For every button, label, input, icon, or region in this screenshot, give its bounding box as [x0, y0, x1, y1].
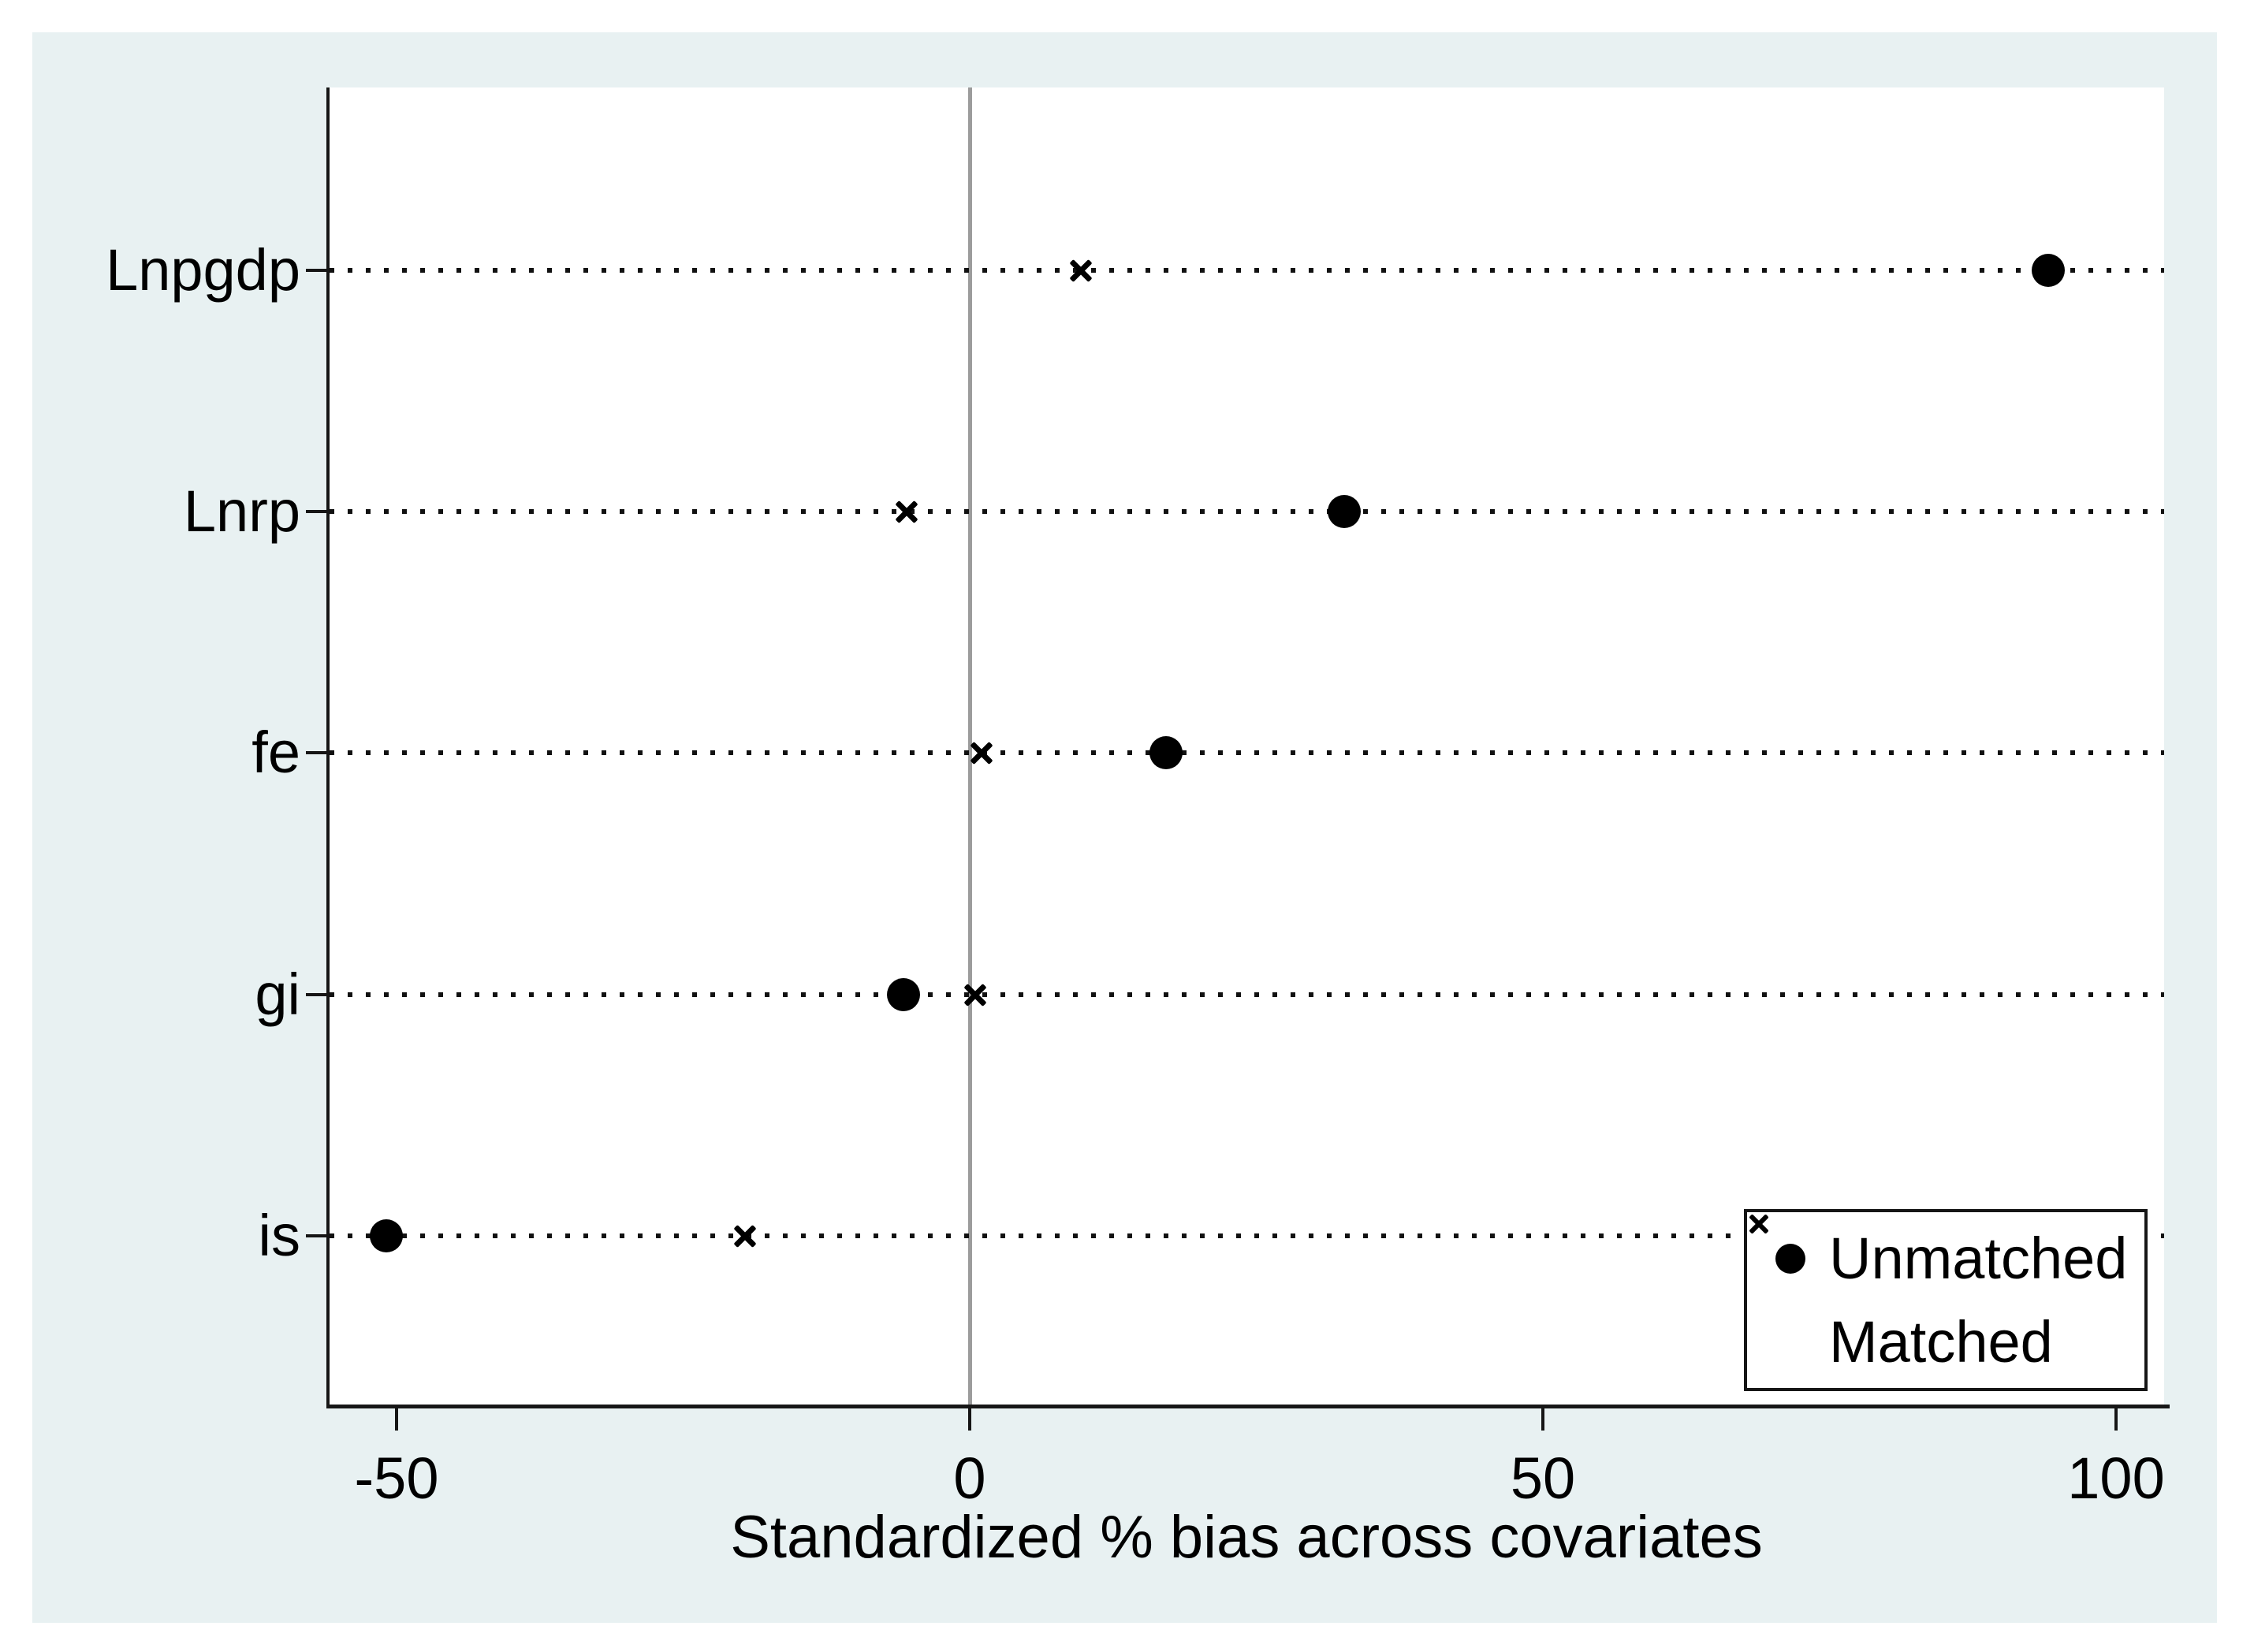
x-tick-label-0: 0: [953, 1446, 986, 1511]
legend-label-matched: Matched: [1829, 1308, 2053, 1375]
figure-canvas: Lnpgdp Lnrp fe gi is -50 0 50 100 Standardized %…: [32, 32, 2217, 1623]
unmatched-marker-Lnrp: [1328, 495, 1362, 528]
matched-x-icon: [1779, 1330, 1802, 1354]
unmatched-marker-is: [369, 1219, 403, 1252]
x-tick--50: [395, 1408, 398, 1431]
y-axis-line: [326, 87, 330, 1408]
y-tick-is: [306, 1234, 328, 1237]
y-label-is: is: [258, 1203, 300, 1268]
unmatched-marker-Lnpgdp: [2032, 254, 2066, 287]
grid-line-Lnrp: [330, 509, 2164, 514]
y-label-Lnpgdp: Lnpgdp: [106, 237, 300, 303]
matched-marker-is: [732, 1222, 758, 1249]
x-tick-label-50: 50: [1510, 1446, 1576, 1511]
matched-marker-Lnpgdp: [1067, 257, 1094, 284]
x-tick-label-100: 100: [2067, 1446, 2165, 1511]
y-tick-Lnpgdp: [306, 269, 328, 272]
x-tick-0: [968, 1408, 971, 1431]
x-axis-line: [326, 1405, 2170, 1408]
y-tick-gi: [306, 993, 328, 996]
plot-area: [330, 87, 2164, 1405]
x-tick-100: [2114, 1408, 2118, 1431]
unmatched-marker-fe: [1149, 736, 1183, 769]
matched-marker-fe: [968, 739, 995, 766]
unmatched-circle-icon: [1775, 1243, 1805, 1274]
grid-line-is: [330, 1233, 2164, 1238]
grid-line-Lnpgdp: [330, 268, 2164, 273]
legend-label-unmatched: Unmatched: [1829, 1225, 2128, 1291]
y-tick-fe: [306, 751, 328, 754]
x-tick-50: [1541, 1408, 1544, 1431]
legend-item-matched: Matched: [1769, 1304, 2144, 1380]
legend-item-unmatched: Unmatched: [1769, 1221, 2144, 1297]
matched-marker-Lnrp: [893, 498, 920, 525]
matched-marker-gi: [962, 981, 989, 1008]
y-label-Lnrp: Lnrp: [183, 478, 300, 544]
x-axis-title: Standardized % bias across covariates: [730, 1504, 1763, 1571]
y-label-fe: fe: [251, 720, 300, 785]
unmatched-marker-gi: [886, 978, 920, 1011]
grid-line-fe: [330, 750, 2164, 755]
y-label-gi: gi: [255, 962, 300, 1027]
y-tick-Lnrp: [306, 510, 328, 513]
x-tick-label--50: -50: [354, 1446, 439, 1511]
legend: Unmatched Matched: [1744, 1209, 2148, 1391]
grid-line-gi: [330, 992, 2164, 997]
